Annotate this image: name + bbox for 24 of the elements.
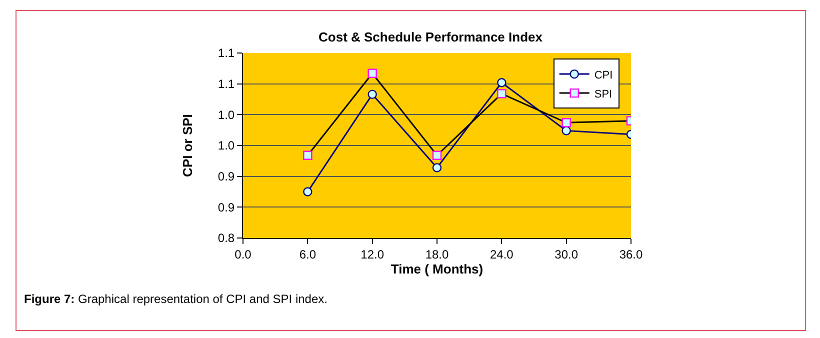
point <box>368 90 377 99</box>
y-axis-title: CPI or SPI <box>180 114 195 177</box>
y-tick-label: 0.8 <box>218 231 235 246</box>
y-tick-label: 0.9 <box>218 200 235 214</box>
caption: Figure 7: Graphical representation of CPI and SPI index. <box>24 292 328 306</box>
point <box>432 163 442 172</box>
y-tick-label: 1.1 <box>218 46 235 60</box>
x-tick-label: 24.0 <box>490 247 514 262</box>
x-axis-title: Time ( Months) <box>390 261 484 276</box>
y-tick-label: 1.1 <box>218 77 235 92</box>
point <box>497 78 506 88</box>
x-tick-label: 0.0 <box>234 247 252 262</box>
y-tick-label: 0.9 <box>218 170 235 184</box>
legend-label: SPI <box>594 88 612 100</box>
y-tick-label: 1.0 <box>218 138 235 153</box>
x-tick-label: 36.0 <box>619 247 643 262</box>
x-tick-label: 30.0 <box>554 247 578 262</box>
x-tick-label: 12.0 <box>360 247 384 262</box>
legend-label: CPI <box>594 69 613 82</box>
chart-title: Cost & Schedule Performance Index <box>318 30 544 45</box>
point <box>303 187 312 196</box>
x-tick-label: 18.0 <box>425 247 449 262</box>
x-tick-label: 6.0 <box>299 247 316 262</box>
y-tick-label: 1.0 <box>218 108 235 122</box>
